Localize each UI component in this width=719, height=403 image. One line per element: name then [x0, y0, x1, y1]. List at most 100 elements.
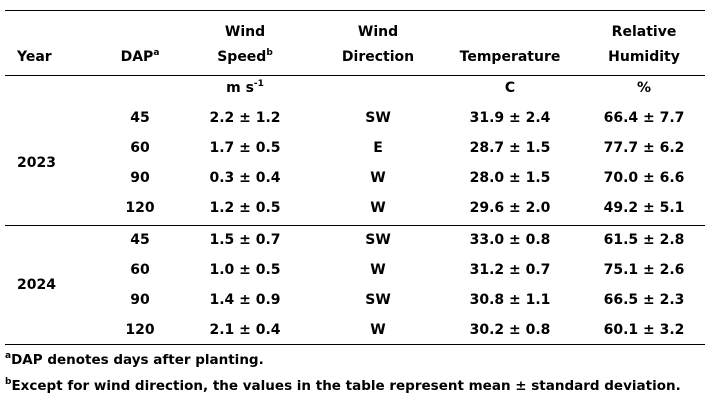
cell-text: E — [373, 140, 383, 156]
data-cell: W — [370, 199, 385, 217]
cell-text: 30.8 ± 1.1 — [469, 292, 551, 308]
superscript: b — [266, 48, 273, 58]
cell-text: 1.4 ± 0.9 — [209, 292, 281, 308]
footnote-mark: a — [5, 351, 12, 361]
header-text: Direction — [341, 49, 415, 65]
cell-text: 77.7 ± 6.2 — [603, 140, 685, 156]
cell-text: W — [370, 200, 386, 216]
cell-text: 60 — [130, 262, 150, 278]
data-cell: 30.2 ± 0.8 — [470, 321, 551, 339]
cell-text: 66.4 ± 7.7 — [603, 110, 685, 126]
cell-text: 33.0 ± 0.8 — [469, 232, 551, 248]
data-cell: 45 — [130, 231, 149, 249]
cell-text: 120 — [125, 200, 155, 216]
cell-text: 120 — [125, 322, 155, 338]
header-cell: Wind — [225, 23, 265, 41]
header-text: Humidity — [608, 49, 680, 65]
cell-text: 60 — [130, 140, 150, 156]
cell-text: 66.5 ± 2.3 — [603, 292, 685, 308]
data-cell: 31.9 ± 2.4 — [470, 109, 551, 127]
cell-text: 31.9 ± 2.4 — [469, 110, 551, 126]
cell-text: 45 — [130, 232, 150, 248]
cell-text: 0.3 ± 0.4 — [209, 170, 281, 186]
data-cell: 66.4 ± 7.7 — [604, 109, 685, 127]
cell-text: 1.0 ± 0.5 — [209, 262, 281, 278]
cell-text: SW — [365, 292, 391, 308]
data-cell: 60 — [130, 261, 149, 279]
data-cell: 31.2 ± 0.7 — [470, 261, 551, 279]
superscript: -1 — [253, 79, 264, 89]
cell-text: 2.2 ± 1.2 — [209, 110, 281, 126]
header-cell: Year — [17, 48, 52, 66]
data-cell: 30.8 ± 1.1 — [470, 291, 551, 309]
unit-cell: C — [505, 79, 515, 97]
header-text: Year — [17, 49, 52, 65]
data-cell: 60.1 ± 3.2 — [604, 321, 685, 339]
unit-cell: % — [637, 79, 651, 97]
data-cell: 1.7 ± 0.5 — [209, 139, 280, 157]
cell-text: 60.1 ± 3.2 — [603, 322, 685, 338]
unit-cell: m s-1 — [226, 79, 264, 97]
cell-text: 49.2 ± 5.1 — [603, 200, 685, 216]
data-cell: W — [370, 261, 385, 279]
data-cell: 70.0 ± 6.6 — [604, 169, 685, 187]
data-cell: 29.6 ± 2.0 — [470, 199, 551, 217]
header-cell: Temperature — [460, 48, 561, 66]
year-text: 2023 — [17, 155, 56, 171]
data-cell: 120 — [125, 321, 154, 339]
data-cell: 120 — [125, 199, 154, 217]
cell-text: 30.2 ± 0.8 — [469, 322, 551, 338]
header-cell: Direction — [342, 48, 414, 66]
data-cell: E — [373, 139, 383, 157]
cell-text: 90 — [130, 292, 150, 308]
header-cell: DAPa — [121, 48, 160, 66]
data-cell: 75.1 ± 2.6 — [604, 261, 685, 279]
top-rule — [5, 10, 705, 11]
data-cell: 1.5 ± 0.7 — [209, 231, 280, 249]
data-cell: 2.1 ± 0.4 — [209, 321, 280, 339]
header-cell: Wind — [358, 23, 398, 41]
data-cell: 33.0 ± 0.8 — [470, 231, 551, 249]
cell-text: W — [370, 170, 386, 186]
year-text: 2024 — [17, 277, 56, 293]
bottom-rule — [5, 344, 705, 345]
data-cell: 45 — [130, 109, 149, 127]
data-cell: 1.4 ± 0.9 — [209, 291, 280, 309]
cell-text: 28.0 ± 1.5 — [469, 170, 551, 186]
cell-text: 2.1 ± 0.4 — [209, 322, 281, 338]
unit-text: C — [504, 80, 516, 96]
data-cell: 28.7 ± 1.5 — [470, 139, 551, 157]
data-cell: SW — [365, 231, 391, 249]
header-cell: Humidity — [608, 48, 680, 66]
cell-text: 1.2 ± 0.5 — [209, 200, 281, 216]
cell-text: 90 — [130, 170, 150, 186]
data-cell: 90 — [130, 291, 149, 309]
data-cell: SW — [365, 291, 391, 309]
cell-text: W — [370, 262, 386, 278]
data-cell: 77.7 ± 6.2 — [604, 139, 685, 157]
cell-text: 1.5 ± 0.7 — [209, 232, 281, 248]
cell-text: W — [370, 322, 386, 338]
superscript: a — [153, 48, 160, 58]
header-text: Relative — [611, 24, 677, 40]
data-cell: W — [370, 321, 385, 339]
cell-text: 28.7 ± 1.5 — [469, 140, 551, 156]
cell-text: 70.0 ± 6.6 — [603, 170, 685, 186]
header-rule — [5, 75, 705, 76]
header-text: Wind — [224, 24, 266, 40]
data-cell: 49.2 ± 5.1 — [604, 199, 685, 217]
header-text: Wind — [357, 24, 399, 40]
data-cell: 61.5 ± 2.8 — [604, 231, 685, 249]
unit-text: % — [636, 80, 652, 96]
footnote-text: DAP denotes days after planting. — [11, 352, 264, 368]
data-cell: 0.3 ± 0.4 — [209, 169, 280, 187]
footnote: aDAP denotes days after planting. — [5, 351, 264, 369]
data-cell: 66.5 ± 2.3 — [604, 291, 685, 309]
data-cell: W — [370, 169, 385, 187]
footnote-text: Except for wind direction, the values in… — [11, 378, 681, 394]
footnote-mark: b — [5, 377, 12, 387]
data-cell: 1.0 ± 0.5 — [209, 261, 280, 279]
unit-text: m s — [226, 80, 254, 96]
cell-text: SW — [365, 232, 391, 248]
